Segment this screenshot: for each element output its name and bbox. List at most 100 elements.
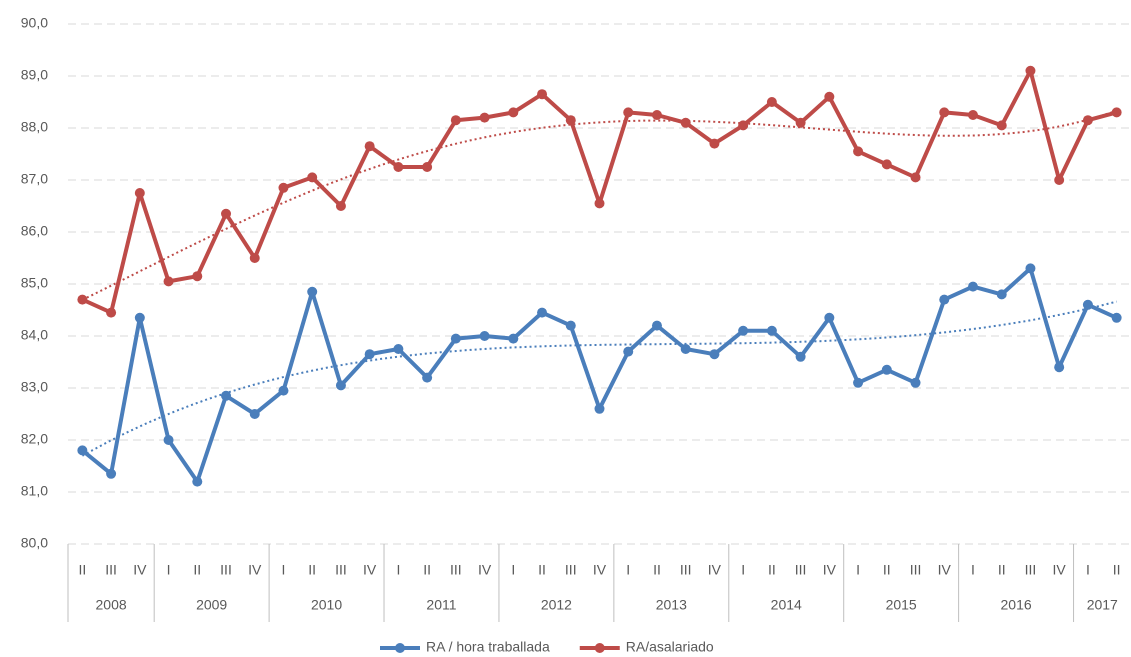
data-point xyxy=(996,120,1007,131)
data-point xyxy=(1025,263,1036,274)
data-point xyxy=(623,107,634,118)
legend-marker xyxy=(594,643,605,653)
x-tick-label: III xyxy=(450,562,462,578)
x-tick-label: II xyxy=(998,562,1006,578)
x-tick-label: III xyxy=(105,562,117,578)
data-point xyxy=(910,377,921,388)
data-point xyxy=(939,294,950,305)
data-point xyxy=(278,182,289,193)
data-point xyxy=(192,476,203,487)
x-tick-label: IV xyxy=(938,562,952,578)
y-tick-label: 86,0 xyxy=(21,223,48,239)
data-point xyxy=(1054,175,1065,185)
legend-label: RA/asalariado xyxy=(626,639,714,655)
x-tick-label: III xyxy=(680,562,692,578)
x-tick-label: IV xyxy=(248,562,262,578)
data-point xyxy=(163,276,174,287)
x-tick-label: IV xyxy=(708,562,722,578)
x-tick-label: I xyxy=(1086,562,1090,578)
trendline xyxy=(81,300,1117,457)
data-point xyxy=(1054,362,1065,373)
legend-label: RA / hora traballada xyxy=(426,639,550,655)
x-tick-label: II xyxy=(768,562,776,578)
year-label: 2009 xyxy=(196,597,227,613)
data-point xyxy=(77,294,88,305)
x-tick-label: IV xyxy=(593,562,607,578)
y-tick-label: 84,0 xyxy=(21,327,48,343)
x-tick-label: II xyxy=(193,562,201,578)
x-tick-label: IV xyxy=(1053,562,1067,578)
legend-marker xyxy=(395,643,405,653)
x-tick-label: II xyxy=(423,562,431,578)
data-point xyxy=(163,435,174,445)
data-point xyxy=(249,409,260,419)
data-point xyxy=(134,312,145,323)
data-point xyxy=(106,307,117,318)
y-tick-label: 82,0 xyxy=(21,431,48,447)
x-tick-label: IV xyxy=(478,562,492,578)
x-tick-label: II xyxy=(538,562,546,578)
x-tick-label: III xyxy=(1025,562,1037,578)
data-point xyxy=(967,110,978,120)
data-point xyxy=(307,172,318,183)
data-point xyxy=(709,349,720,360)
data-point xyxy=(134,188,145,198)
data-point xyxy=(221,390,232,401)
x-tick-label: II xyxy=(883,562,891,578)
data-point xyxy=(106,468,117,479)
year-label: 2011 xyxy=(426,597,456,613)
data-point xyxy=(680,117,691,128)
x-tick-label: I xyxy=(856,562,860,578)
data-point xyxy=(565,320,576,331)
series-line xyxy=(81,266,1118,484)
x-tick-label: II xyxy=(653,562,661,578)
x-tick-label: III xyxy=(565,562,577,578)
data-point xyxy=(709,138,720,149)
data-point xyxy=(680,344,691,354)
data-point xyxy=(623,346,634,357)
x-tick-label: I xyxy=(626,562,630,578)
data-point xyxy=(766,97,777,107)
data-point xyxy=(422,372,433,383)
year-label: 2013 xyxy=(656,597,687,613)
data-point xyxy=(967,281,978,292)
series-line xyxy=(81,68,1118,315)
data-point xyxy=(651,320,662,331)
x-tick-label: I xyxy=(396,562,400,578)
data-point xyxy=(307,286,318,297)
data-point xyxy=(450,333,461,344)
data-point xyxy=(939,107,950,118)
data-point xyxy=(335,201,346,211)
data-point xyxy=(910,172,921,183)
data-point xyxy=(1025,65,1036,76)
x-tick-label: I xyxy=(167,562,171,578)
y-tick-label: 80,0 xyxy=(21,535,48,551)
y-tick-label: 90,0 xyxy=(21,15,48,31)
data-point xyxy=(738,120,749,131)
data-point xyxy=(738,325,749,336)
x-tick-label: I xyxy=(282,562,286,578)
year-label: 2014 xyxy=(771,597,802,613)
data-point xyxy=(364,349,375,360)
x-tick-label: I xyxy=(971,562,975,578)
y-tick-label: 83,0 xyxy=(21,379,48,395)
data-point xyxy=(996,289,1007,300)
data-point xyxy=(192,271,203,282)
data-point xyxy=(795,117,806,128)
x-tick-label: III xyxy=(910,562,922,578)
data-point xyxy=(479,112,490,123)
data-point xyxy=(824,91,835,102)
year-label: 2010 xyxy=(311,597,342,613)
data-point xyxy=(594,403,605,414)
data-point xyxy=(594,198,605,209)
x-tick-label: IV xyxy=(133,562,147,578)
y-tick-label: 85,0 xyxy=(21,275,48,291)
data-point xyxy=(393,162,404,172)
y-tick-label: 89,0 xyxy=(21,67,48,83)
x-tick-label: II xyxy=(308,562,316,578)
data-point xyxy=(651,110,662,120)
data-point xyxy=(1111,107,1122,118)
data-point xyxy=(450,115,461,126)
data-point xyxy=(824,312,835,323)
data-point xyxy=(364,141,375,152)
